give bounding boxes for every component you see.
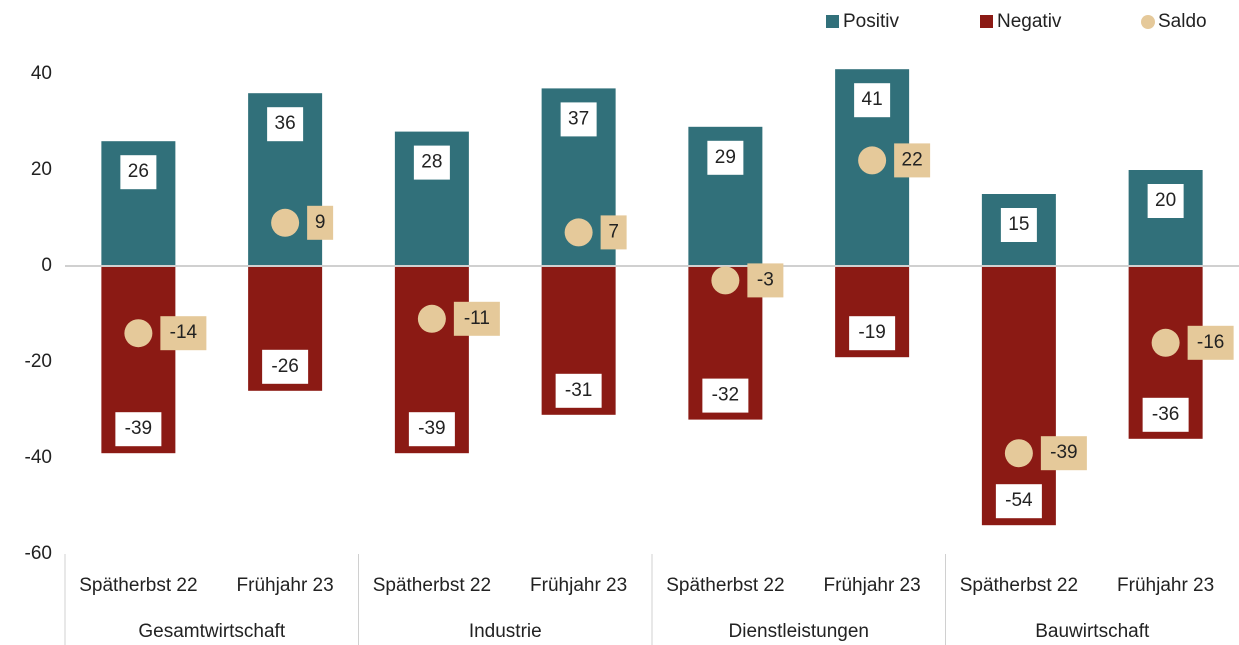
- x-tick-label: Spätherbst 22: [960, 575, 1078, 596]
- legend-swatch: [1141, 15, 1155, 29]
- label-box: [262, 349, 309, 384]
- saldo-dot: [1151, 328, 1180, 357]
- value-label: -11: [464, 308, 490, 329]
- label-box: [408, 412, 455, 447]
- value-label: -39: [1050, 442, 1077, 463]
- label-box: [413, 145, 450, 180]
- value-label: 20: [1155, 190, 1176, 211]
- group-label: Bauwirtschaft: [1035, 621, 1150, 642]
- value-label: -39: [418, 418, 445, 439]
- legend-swatch: [980, 15, 993, 28]
- legend-label: Saldo: [1158, 11, 1207, 32]
- value-label: 37: [568, 108, 589, 129]
- x-tick-label: Frühjahr 23: [237, 575, 334, 596]
- value-label: 22: [902, 149, 923, 170]
- saldo-dot: [417, 304, 446, 333]
- value-label: 29: [715, 147, 736, 168]
- value-label: 9: [315, 212, 326, 233]
- label-box: [160, 316, 207, 351]
- saldo-dot: [564, 218, 593, 247]
- label-box: [702, 378, 749, 413]
- x-tick-label: Spätherbst 22: [666, 575, 784, 596]
- value-label: 26: [128, 161, 149, 182]
- label-box: [1142, 397, 1189, 432]
- value-label: 41: [862, 89, 883, 110]
- label-box: [995, 484, 1042, 519]
- x-tick-label: Frühjahr 23: [824, 575, 921, 596]
- label-box: [453, 301, 500, 336]
- saldo-dot: [124, 319, 153, 348]
- label-box: [849, 316, 896, 351]
- label-box: [600, 215, 627, 250]
- label-box: [707, 140, 744, 175]
- value-label: -32: [712, 385, 739, 406]
- label-box: [555, 373, 602, 408]
- y-tick-label: 40: [31, 63, 52, 84]
- y-tick-label: 20: [31, 159, 52, 180]
- label-box: [854, 83, 891, 118]
- value-label: -36: [1152, 404, 1179, 425]
- legend-label: Negativ: [997, 11, 1062, 32]
- bar: [981, 266, 1056, 526]
- label-box: [120, 155, 157, 190]
- y-tick-label: 0: [41, 255, 52, 276]
- label-box: [1040, 436, 1087, 471]
- saldo-dot: [1004, 439, 1033, 468]
- label-box: [307, 205, 334, 240]
- value-label: -26: [271, 356, 298, 377]
- group-label: Gesamtwirtschaft: [138, 621, 285, 642]
- group-label: Dienstleistungen: [729, 621, 869, 642]
- value-label: -14: [170, 322, 198, 343]
- value-label: 15: [1008, 214, 1029, 235]
- saldo-dot: [271, 208, 300, 237]
- label-box: [747, 263, 784, 298]
- value-label: 7: [608, 221, 619, 242]
- x-tick-label: Frühjahr 23: [530, 575, 627, 596]
- label-box: [267, 107, 304, 142]
- value-label: -19: [858, 322, 885, 343]
- legend-label: Positiv: [843, 11, 899, 32]
- value-label: -16: [1197, 332, 1224, 353]
- value-label: -31: [565, 380, 592, 401]
- x-tick-label: Spätherbst 22: [79, 575, 197, 596]
- label-box: [1187, 325, 1234, 360]
- label-box: [1147, 184, 1184, 218]
- y-tick-label: -20: [25, 351, 52, 372]
- label-box: [560, 102, 597, 137]
- value-label: -39: [125, 418, 152, 439]
- group-label: Industrie: [469, 621, 542, 642]
- label-box: [894, 143, 931, 178]
- y-tick-label: -60: [25, 543, 52, 564]
- x-tick-label: Spätherbst 22: [373, 575, 491, 596]
- legend-swatch: [826, 15, 839, 28]
- value-label: 36: [275, 113, 296, 134]
- value-label: -54: [1005, 490, 1033, 511]
- saldo-dot: [711, 266, 740, 295]
- label-box: [115, 412, 162, 447]
- x-tick-label: Frühjahr 23: [1117, 575, 1214, 596]
- label-box: [1000, 208, 1037, 242]
- saldo-dot: [858, 146, 887, 175]
- y-tick-label: -40: [25, 447, 52, 468]
- value-label: -3: [757, 269, 774, 290]
- value-label: 28: [421, 152, 442, 173]
